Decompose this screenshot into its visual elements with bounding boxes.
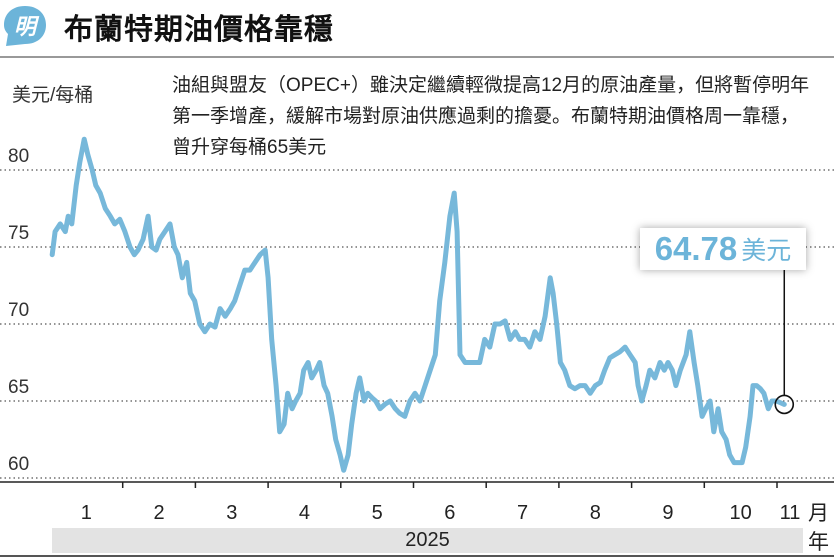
chart-title: 布蘭特期油價格靠穩 xyxy=(64,14,335,46)
x-axis-label: 月 xyxy=(808,502,829,525)
y-tick-label: 75 xyxy=(8,223,29,244)
logo-char: 明 xyxy=(14,15,40,40)
y-tick-label: 80 xyxy=(8,146,29,167)
latest-point-marker xyxy=(774,394,795,415)
description-text: 油組與盟友（OPEC+）雖決定繼續輕微提高12月的原油產量，但將暫停明年第一季增… xyxy=(172,75,810,158)
price-line xyxy=(49,136,787,473)
y-axis-label: 美元/每桶 xyxy=(12,85,94,106)
x-tick-label: 3 xyxy=(226,502,237,524)
header-divider xyxy=(0,56,834,58)
x-tick-label: 11 xyxy=(780,502,801,524)
x-tick-label: 1 xyxy=(81,502,92,524)
x-tick-label: 7 xyxy=(517,502,528,524)
y-tick-label: 60 xyxy=(8,454,29,475)
x-tick-label: 9 xyxy=(662,502,673,524)
year-suffix: 年 xyxy=(808,531,829,554)
x-tick-label: 6 xyxy=(444,502,455,524)
x-tick-label: 8 xyxy=(590,502,601,524)
bottom-rule xyxy=(0,555,834,557)
latest-price-callout: 64.78 美元 xyxy=(640,228,806,270)
callout-value: 64.78 xyxy=(654,230,738,267)
callout-unit: 美元 xyxy=(741,237,792,265)
x-tick-label: 2 xyxy=(153,502,164,524)
year-bar: 2025 xyxy=(52,528,803,553)
y-tick-label: 65 xyxy=(8,377,29,398)
y-tick-label: 70 xyxy=(8,300,29,321)
ming-pao-logo: 明 xyxy=(4,6,46,46)
x-tick-label: 5 xyxy=(372,502,383,524)
x-tick-label: 10 xyxy=(730,502,752,524)
x-tick-label: 4 xyxy=(299,502,310,524)
